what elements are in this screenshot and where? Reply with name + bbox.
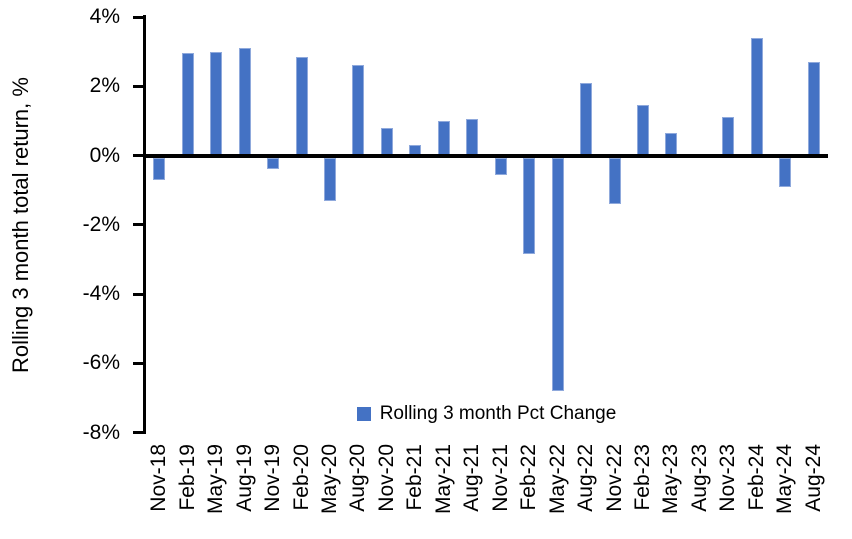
- x-tick-label: Aug-20: [346, 444, 370, 512]
- y-tick-mark: [133, 292, 145, 296]
- x-tick-label: Nov-19: [261, 444, 285, 512]
- x-tick-label: Feb-21: [403, 444, 427, 511]
- x-tick-label: Nov-22: [602, 444, 626, 512]
- bar-aug-19: [238, 48, 251, 156]
- y-tick-label: -4%: [82, 282, 120, 305]
- bar-feb-22: [523, 157, 536, 255]
- legend-label: Rolling 3 month Pct Change: [379, 403, 617, 424]
- bar-may-23: [665, 132, 678, 156]
- x-tick-label: May-24: [773, 444, 797, 515]
- x-tick-label: Aug-21: [460, 444, 484, 512]
- y-tick-mark: [133, 154, 145, 157]
- bar-may-21: [437, 120, 450, 156]
- bar-nov-22: [608, 157, 621, 204]
- y-tick-mark: [133, 361, 145, 365]
- bar-may-19: [210, 51, 223, 156]
- legend: Rolling 3 month Pct Change: [145, 401, 828, 427]
- bar-may-24: [779, 157, 792, 187]
- x-tick-label: May-23: [659, 444, 683, 515]
- y-tick-label: -2%: [82, 212, 120, 236]
- y-tick-label: -8%: [82, 420, 120, 444]
- x-tick-label: Feb-19: [175, 444, 199, 511]
- y-tick-mark: [133, 223, 145, 227]
- bar-feb-24: [750, 37, 763, 156]
- bar-aug-20: [352, 65, 365, 156]
- x-tick-label: May-19: [204, 444, 228, 515]
- x-axis-zero-line: [143, 153, 828, 158]
- y-tick-mark: [133, 15, 145, 19]
- y-tick-label: 4%: [89, 5, 120, 28]
- y-tick-mark: [133, 431, 145, 434]
- bar-feb-20: [295, 56, 308, 156]
- y-axis-title: Rolling 3 month total return, %: [8, 77, 33, 373]
- x-tick-label: Feb-23: [631, 444, 655, 511]
- bar-nov-23: [722, 117, 735, 156]
- y-tick-label: 0%: [89, 143, 120, 167]
- bar-may-22: [551, 157, 564, 391]
- bar-feb-19: [181, 53, 194, 156]
- y-tick-label: 2%: [89, 74, 120, 98]
- x-tick-label: Feb-22: [517, 444, 541, 511]
- x-tick-label: Feb-24: [744, 444, 768, 511]
- x-tick-label: Aug-19: [232, 444, 256, 512]
- bar-aug-24: [807, 62, 820, 156]
- x-tick-label: Aug-22: [574, 444, 598, 512]
- bar-nov-21: [494, 157, 507, 175]
- bar-nov-20: [380, 127, 393, 156]
- bar-nov-19: [267, 157, 280, 170]
- x-tick-label: Nov-23: [716, 444, 740, 512]
- legend-swatch: [356, 407, 371, 421]
- x-tick-label: Nov-20: [374, 444, 398, 512]
- x-tick-label: May-22: [545, 444, 569, 515]
- x-tick-label: May-20: [317, 444, 341, 515]
- y-axis-line: [143, 15, 146, 434]
- x-tick-label: Nov-21: [488, 444, 512, 512]
- y-tick-mark: [133, 84, 145, 88]
- bar-aug-22: [580, 82, 593, 156]
- bar-feb-23: [637, 105, 650, 156]
- x-tick-label: Aug-24: [801, 444, 825, 512]
- x-tick-label: Nov-18: [147, 444, 171, 512]
- x-tick-label: Aug-23: [687, 444, 711, 512]
- bar-nov-18: [153, 157, 166, 180]
- x-tick-label: Feb-20: [289, 444, 313, 511]
- y-tick-label: -6%: [82, 351, 120, 375]
- bar-aug-21: [466, 119, 479, 156]
- bar-may-20: [323, 157, 336, 201]
- x-tick-label: May-21: [431, 444, 455, 515]
